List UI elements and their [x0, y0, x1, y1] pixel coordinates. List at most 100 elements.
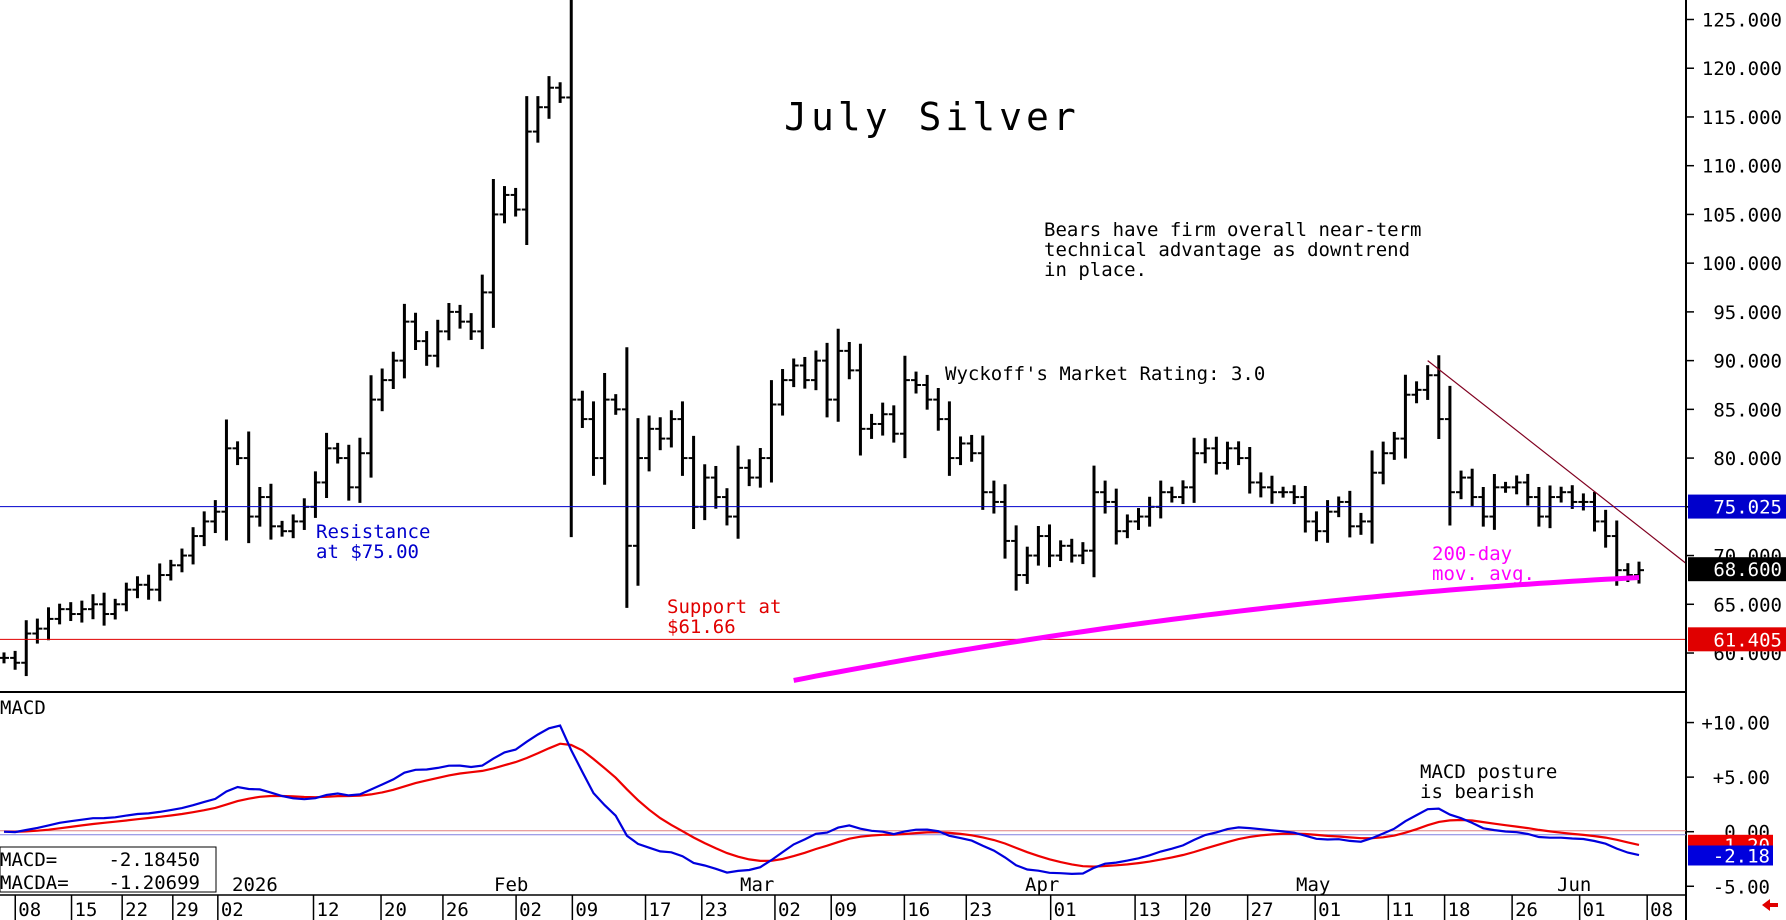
macd-comment-1: MACD posture [1420, 761, 1557, 783]
price-bar [777, 369, 788, 416]
y-tick-label: 95.000 [1713, 302, 1782, 324]
comment-line-3: in place. [1044, 259, 1147, 281]
price-bar [343, 444, 354, 501]
x-tick-label: 23 [705, 899, 728, 920]
price-bar [110, 598, 121, 620]
price-bar [1634, 561, 1644, 584]
price-bar [99, 592, 110, 626]
price-bar [1278, 486, 1289, 498]
back-arrow-icon[interactable] [1762, 899, 1778, 911]
price-bar [1355, 512, 1366, 535]
market-rating: Wyckoff's Market Rating: 3.0 [945, 363, 1265, 385]
price-bar [544, 76, 554, 119]
price-bar [966, 434, 977, 462]
price-bar [1144, 496, 1155, 527]
price-bar [1233, 441, 1244, 466]
price-bar [833, 328, 844, 422]
price-bar [1111, 488, 1122, 545]
ma-200-line [793, 575, 1640, 683]
price-bar [1066, 538, 1077, 563]
price-bar [488, 178, 499, 328]
macd-legend: MACD= -2.18450 MACDA= -1.20699 [0, 846, 217, 894]
price-bar [32, 618, 43, 644]
price-bar [911, 371, 922, 394]
price-bar [399, 303, 410, 379]
price-bar [43, 607, 54, 641]
price-bar [1367, 450, 1378, 544]
x-tick-label: 20 [384, 899, 407, 920]
x-tick-label: 01 [1583, 899, 1606, 920]
month-label: Apr [1025, 874, 1059, 896]
price-bar [210, 500, 221, 534]
price-bar [1556, 486, 1567, 503]
price-bar [165, 559, 176, 581]
price-bar [132, 576, 143, 599]
price-bar [1044, 524, 1055, 568]
support-line-2: $61.66 [667, 616, 736, 638]
chart-title: July Silver [784, 95, 1080, 139]
price-bar [955, 436, 966, 466]
price-bar [188, 527, 199, 565]
price-bar [1522, 473, 1533, 506]
price-bar [1177, 480, 1188, 505]
price-bar [221, 419, 232, 541]
price-bar [455, 304, 466, 329]
price-bar [121, 582, 132, 612]
ma-label: 200-day mov. avg. [1432, 543, 1535, 585]
macd-legend-box [0, 846, 217, 893]
macd-comment-2: is bearish [1420, 781, 1534, 803]
x-tick-label: 23 [969, 899, 992, 920]
ma-line-2: mov. avg. [1432, 563, 1535, 585]
price-bar [421, 331, 432, 366]
price-bar [1567, 485, 1578, 509]
macd-tick-label: -5.00 [1713, 876, 1770, 898]
price-bar [1322, 500, 1333, 543]
price-bar [443, 303, 454, 341]
price-highlight-label: 61.405 [1713, 629, 1782, 651]
chart-frame [0, 0, 1687, 920]
y-axis-labels: 125.000 120.000 115.000 110.000 105.000 100.0… [1686, 9, 1786, 898]
macd-legend-value: -2.18450 [108, 849, 200, 871]
y-tick-label: 115.000 [1702, 107, 1782, 129]
x-tick-label: 29 [176, 899, 199, 920]
macd-tick-label: +5.00 [1713, 767, 1770, 789]
x-tick-label: 08 [1650, 899, 1673, 920]
price-bar [1100, 480, 1111, 514]
x-tick-label: 17 [649, 899, 672, 920]
price-bar [232, 441, 243, 466]
price-bar [1400, 374, 1411, 459]
price-bar [922, 374, 933, 410]
x-tick-label: 02 [778, 899, 801, 920]
price-highlight-box [1688, 557, 1786, 582]
price-bar [755, 448, 766, 488]
price-bar [366, 375, 377, 478]
price-bar [799, 356, 810, 389]
price-bar [1422, 365, 1433, 400]
x-tick-label: 01 [1054, 899, 1077, 920]
price-highlight-label: 75.025 [1713, 497, 1782, 519]
price-bar [10, 650, 21, 670]
price-bar [1389, 431, 1400, 460]
x-tick-label: 01 [1318, 899, 1341, 920]
x-tick-label: 09 [834, 899, 857, 920]
price-bar [310, 471, 321, 518]
price-bar [1378, 441, 1389, 485]
macd-highlight-label: -2.18 [1713, 845, 1770, 867]
price-bar [888, 405, 899, 443]
price-bar [710, 465, 721, 509]
x-tick-label: 15 [75, 899, 98, 920]
price-bar [199, 511, 210, 547]
y-tick-label: 85.000 [1713, 399, 1782, 421]
comment-line-2: technical advantage as downtrend [1044, 239, 1410, 261]
price-bar [1456, 470, 1467, 500]
price-bar [644, 415, 655, 472]
price-bar [810, 350, 821, 391]
price-bar [599, 372, 610, 485]
price-bar [299, 498, 310, 530]
price-bar [0, 652, 9, 664]
price-bar [87, 594, 98, 620]
price-bar [432, 319, 443, 368]
price-bar [1166, 486, 1177, 503]
price-bar [477, 274, 488, 350]
y-tick-label: 120.000 [1702, 58, 1782, 80]
